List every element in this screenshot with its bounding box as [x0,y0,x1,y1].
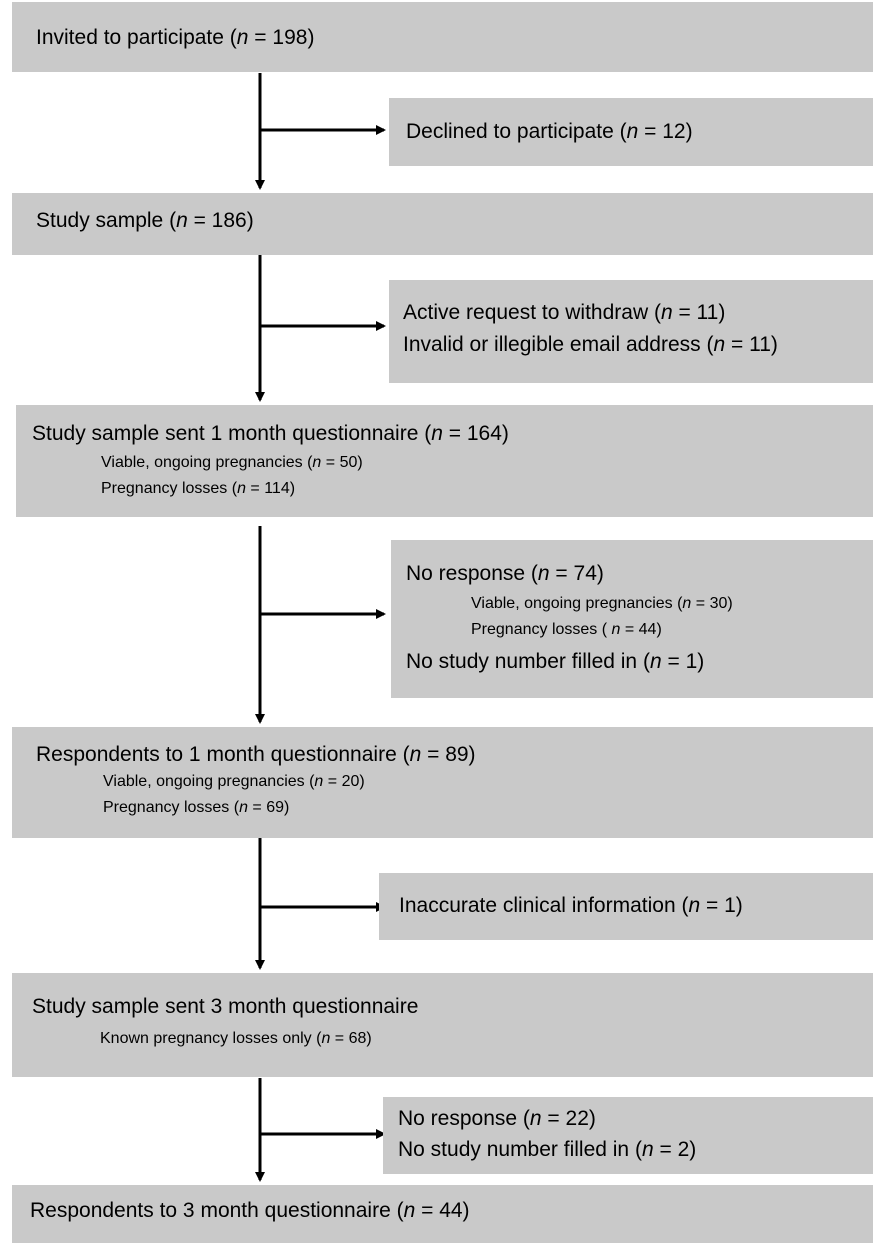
noresp-3m-title: No response (n = 22) [398,1107,596,1130]
invited-text: Invited to participate (n = 198) [36,26,315,49]
sent-3m-losses: Known pregnancy losses only (n = 68) [100,1030,372,1047]
withdraw-text-1: Active request to withdraw (n = 11) [403,301,726,324]
box-invited: Invited to participate (n = 198) [12,2,873,72]
box-sent-3m: Study sample sent 3 month questionnaire … [12,973,873,1077]
box-inaccurate: Inaccurate clinical information (n = 1) [379,873,873,940]
resp-1m-title: Respondents to 1 month questionnaire (n … [36,743,476,766]
box-no-response-3m: No response (n = 22) No study number fil… [383,1097,873,1174]
study-sample-text: Study sample (n = 186) [36,209,254,232]
inaccurate-text: Inaccurate clinical information (n = 1) [399,894,743,917]
box-sent-1m: Study sample sent 1 month questionnaire … [16,405,873,517]
declined-text: Declined to participate (n = 12) [406,120,693,143]
sent-1m-viable: Viable, ongoing pregnancies (n = 50) [101,454,363,471]
resp-3m-text: Respondents to 3 month questionnaire (n … [30,1199,470,1222]
withdraw-text-2: Invalid or illegible email address (n = … [403,333,778,356]
sent-1m-losses: Pregnancy losses (n = 114) [101,480,296,497]
box-respondents-3m: Respondents to 3 month questionnaire (n … [12,1185,873,1243]
resp-1m-losses: Pregnancy losses (n = 69) [103,799,290,816]
resp-1m-viable: Viable, ongoing pregnancies (n = 20) [103,773,365,790]
noresp-3m-nostudy: No study number filled in (n = 2) [398,1138,697,1161]
sent-3m-title: Study sample sent 3 month questionnaire [32,995,419,1018]
box-study-sample: Study sample (n = 186) [12,193,873,255]
box-no-response-1m: No response (n = 74) Viable, ongoing pre… [391,540,873,698]
box-respondents-1m: Respondents to 1 month questionnaire (n … [12,727,873,838]
box-declined: Declined to participate (n = 12) [389,98,873,166]
sent-1m-title: Study sample sent 1 month questionnaire … [32,422,509,445]
box-withdraw: Active request to withdraw (n = 11) Inva… [389,280,873,383]
noresp-1m-title: No response (n = 74) [406,562,604,585]
noresp-1m-viable: Viable, ongoing pregnancies (n = 30) [471,595,733,612]
noresp-1m-losses: Pregnancy losses ( n = 44) [471,621,662,638]
noresp-1m-nostudy: No study number filled in (n = 1) [406,650,705,673]
